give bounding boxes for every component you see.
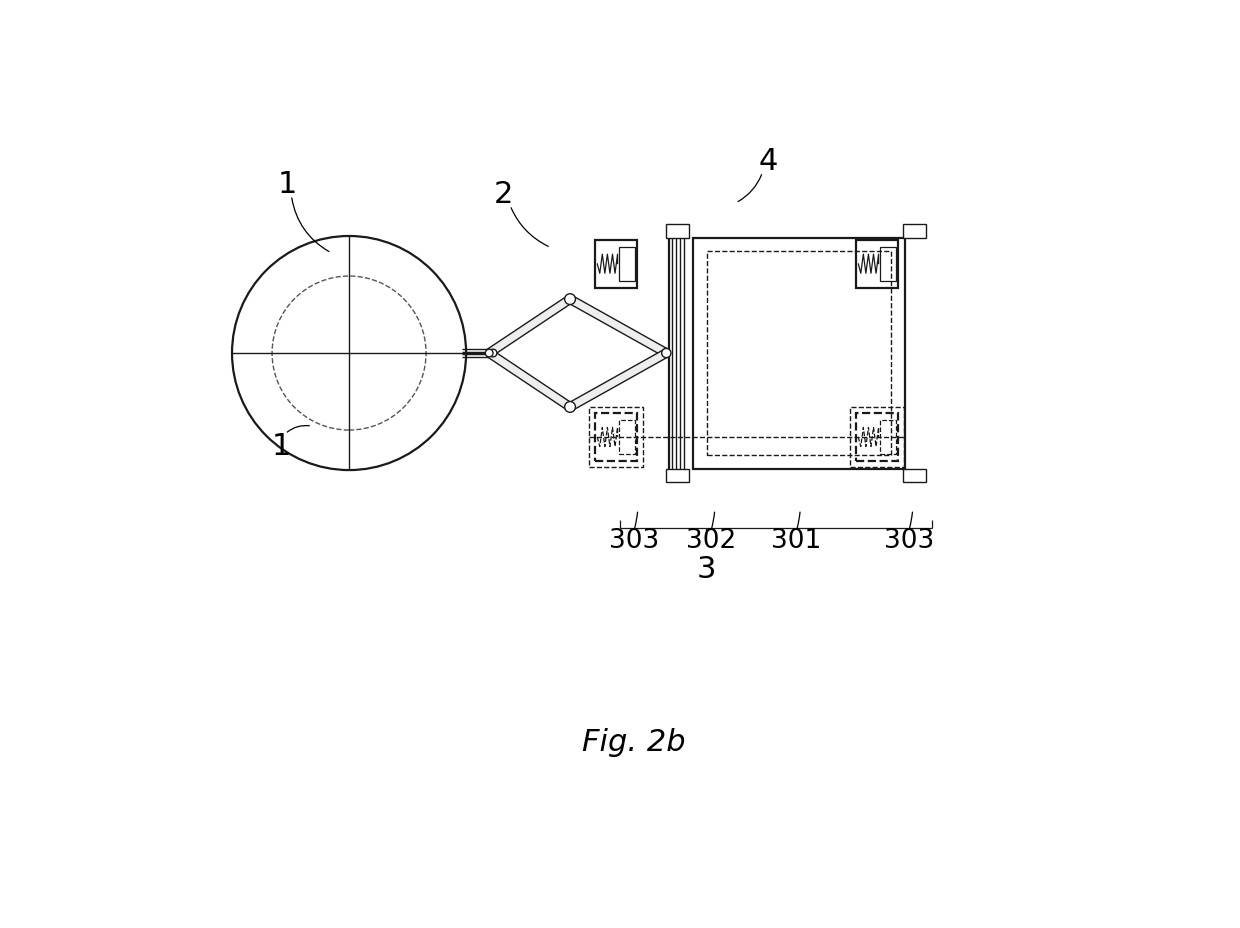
Text: 2: 2 xyxy=(495,180,513,209)
Bar xyxy=(903,469,926,483)
Bar xyxy=(856,240,898,289)
Text: 303: 303 xyxy=(609,528,660,553)
Text: 302: 302 xyxy=(686,528,737,553)
Bar xyxy=(693,238,905,469)
Bar xyxy=(707,252,892,455)
Text: 1: 1 xyxy=(278,170,298,199)
Text: 303: 303 xyxy=(884,528,934,553)
Text: 301: 301 xyxy=(771,528,822,553)
Bar xyxy=(849,407,904,468)
Bar xyxy=(856,414,898,461)
Text: 1: 1 xyxy=(272,432,291,460)
Text: Fig. 2b: Fig. 2b xyxy=(582,728,686,756)
Bar xyxy=(619,420,635,455)
Bar xyxy=(589,407,644,468)
Bar xyxy=(880,247,897,281)
Bar xyxy=(619,247,635,281)
Bar xyxy=(568,296,668,357)
Bar xyxy=(666,225,689,238)
Bar xyxy=(568,350,668,411)
Bar xyxy=(487,350,573,411)
Circle shape xyxy=(564,294,575,305)
Circle shape xyxy=(485,350,494,357)
Bar xyxy=(595,240,637,289)
Bar xyxy=(903,225,926,238)
Circle shape xyxy=(662,349,671,358)
Text: 3: 3 xyxy=(697,555,715,584)
Bar xyxy=(487,296,573,357)
Bar xyxy=(880,420,897,455)
Text: 4: 4 xyxy=(759,147,779,175)
Circle shape xyxy=(564,402,575,413)
Bar xyxy=(666,469,689,483)
Circle shape xyxy=(490,350,497,357)
Bar xyxy=(595,414,637,461)
